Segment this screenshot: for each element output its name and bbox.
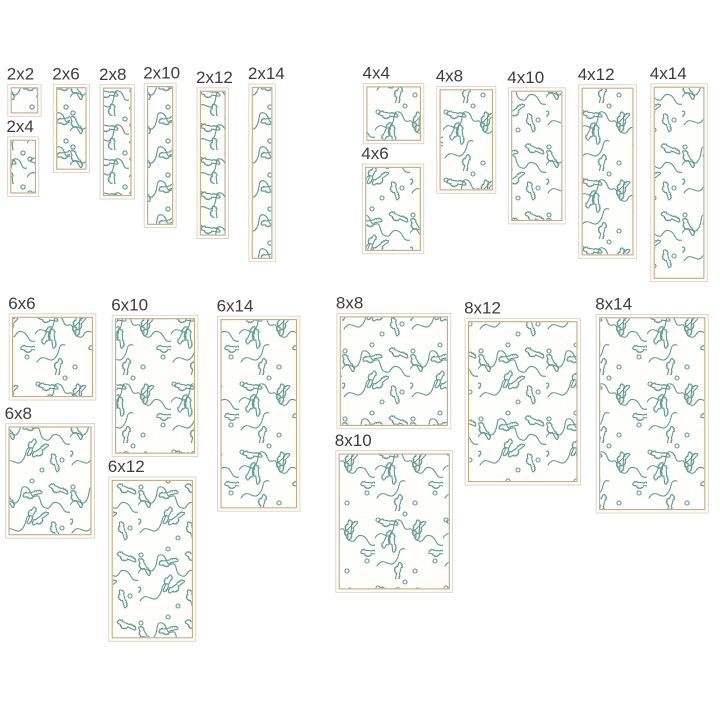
- svg-text:2x6: 2x6: [52, 65, 79, 84]
- svg-text:4x14: 4x14: [650, 64, 687, 83]
- svg-text:8x12: 8x12: [464, 299, 501, 318]
- svg-text:4x12: 4x12: [578, 65, 615, 84]
- svg-text:6x6: 6x6: [8, 294, 35, 313]
- svg-text:8x8: 8x8: [336, 294, 363, 313]
- svg-text:2x4: 2x4: [6, 117, 33, 136]
- svg-text:2x14: 2x14: [248, 64, 285, 83]
- svg-text:4x8: 4x8: [436, 67, 463, 86]
- svg-text:4x10: 4x10: [507, 68, 544, 87]
- svg-text:6x8: 6x8: [5, 404, 32, 423]
- svg-text:6x10: 6x10: [111, 296, 148, 315]
- svg-text:8x10: 8x10: [335, 431, 372, 450]
- svg-text:2x8: 2x8: [99, 65, 126, 84]
- svg-text:2x2: 2x2: [7, 65, 34, 84]
- svg-text:6x14: 6x14: [217, 296, 254, 315]
- svg-text:4x4: 4x4: [363, 64, 390, 83]
- svg-text:8x14: 8x14: [595, 295, 632, 314]
- svg-text:6x12: 6x12: [108, 457, 145, 476]
- svg-text:2x12: 2x12: [196, 68, 233, 87]
- svg-text:2x10: 2x10: [143, 63, 180, 82]
- svg-text:4x6: 4x6: [361, 144, 388, 163]
